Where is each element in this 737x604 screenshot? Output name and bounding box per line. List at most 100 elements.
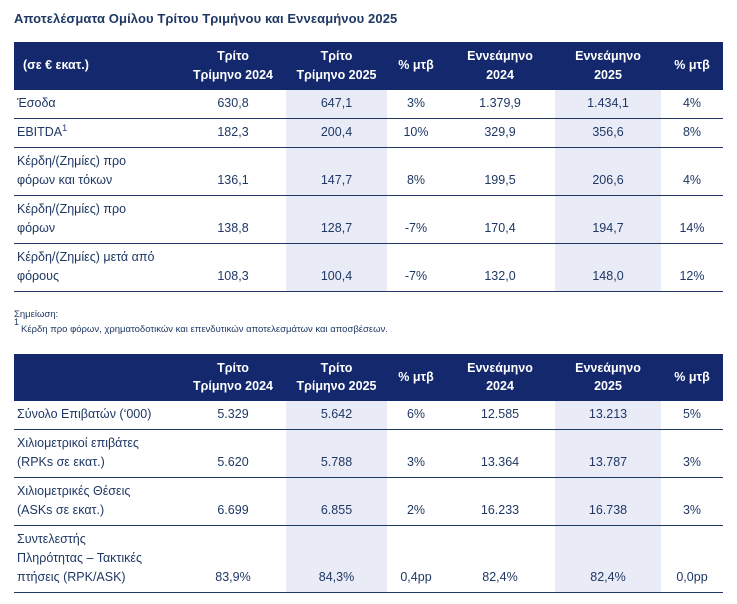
value-cell: 0,0pp [676,570,708,584]
value-cell: 630,8 [217,95,249,110]
value-cell: 2% [406,503,426,517]
value-cell: 170,4 [484,220,516,235]
value-cell: 100,4 [286,243,387,291]
value-cell: 128,7 [286,195,387,243]
value-cell: -7% [404,220,428,235]
traffic-statistics-table-column-header-1: Τρίτο Τρίμηνο 2024 [180,353,286,401]
financial-results-table-column-header-3: % μτβ [387,42,445,90]
value-cell: 3% [682,503,702,517]
traffic-statistics-table: Τρίτο Τρίμηνο 2024 Τρίτο Τρίμηνο 2025% μτ… [14,353,723,594]
traffic-statistics-table-row-1: Χιλιομετρικοί επιβάτες (RPKs σε εκατ.) 5.… [14,429,723,478]
value-cell: 6.699 [217,503,249,517]
value-cell: 8% [682,124,702,139]
footnote-heading: Σημείωση: [14,308,59,320]
value-cell: 199,5 [484,172,516,187]
value-cell: 83,9% [215,570,251,584]
value-cell: 206,6 [555,147,661,195]
financial-results-table-row-3: Κέρδη/(Ζημίες) προ φόρων 138,8 128,7 -7% 170… [14,195,723,243]
footnote-superscript: 1 [14,316,20,327]
value-cell: 84,3% [286,525,387,593]
traffic-statistics-table-row-0: Σύνολο Επιβατών (‘000) 5.329 5.642 6% 12.585… [14,401,723,430]
value-cell: 138,8 [217,220,249,235]
row-label: Χιλιομετρικοί επιβάτες (RPKs σε εκατ.) [17,436,139,469]
row-label: Έσοδα [17,95,56,110]
financial-results-table-column-header-0: (σε € εκατ.) [14,42,180,90]
row-label: EBITDA1 [17,122,68,139]
financial-results-table-row-0: Έσοδα 630,8 647,1 3% 1.379,9 1.434,1 4% [14,89,723,118]
value-cell: 1.379,9 [479,95,521,110]
value-cell: 14% [679,220,705,235]
value-cell: 13.213 [555,401,661,430]
traffic-statistics-table-row-3: Συντελεστής Πληρότητας – Τακτικές πτήσει… [14,525,723,593]
financial-results-table-row-2: Κέρδη/(Ζημίες) προ φόρων και τόκων 136,1 1… [14,147,723,195]
row-label: Συντελεστής Πληρότητας – Τακτικές πτήσει… [17,532,142,584]
traffic-statistics-table-column-header-6: % μτβ [661,353,723,401]
value-cell: 0,4pp [400,570,432,584]
traffic-statistics-table-row-2: Χιλιομετρικές Θέσεις (ASKs σε εκατ.) 6.69… [14,477,723,526]
value-cell: 8% [406,172,426,187]
row-label: Κέρδη/(Ζημίες) προ φόρων και τόκων [17,153,127,187]
financial-results-table-header-row: (σε € εκατ.) Τρίτο Τρίμηνο 2024 Τρίτο Τρίμ… [14,42,723,90]
financial-results-table: (σε € εκατ.) Τρίτο Τρίμηνο 2024 Τρίτο Τρίμ… [14,42,723,292]
value-cell: 194,7 [555,195,661,243]
value-cell: 10% [403,124,429,139]
financial-results-table-section: (σε € εκατ.) Τρίτο Τρίμηνο 2024 Τρίτο Τρίμ… [14,42,723,292]
traffic-statistics-table-column-header-3: % μτβ [387,353,445,401]
value-cell: 5.642 [286,401,387,430]
value-cell: 5.329 [217,407,249,421]
value-cell: 148,0 [555,243,661,291]
value-cell: 82,4% [482,570,518,584]
value-cell: 356,6 [555,118,661,147]
value-cell: 647,1 [286,89,387,118]
financial-results-table-column-header-6: % μτβ [661,42,723,90]
row-label-superscript: 1 [62,122,68,133]
value-cell: 16.233 [480,503,520,517]
value-cell: 1.434,1 [555,89,661,118]
value-cell: 3% [406,95,426,110]
value-cell: 5.620 [217,455,249,469]
row-label: Κέρδη/(Ζημίες) προ φόρων [17,201,127,235]
value-cell: 6.855 [286,477,387,526]
page-title: Αποτελέσματα Ομίλου Τρίτου Τριμήνου και … [14,11,398,26]
traffic-statistics-table-column-header-2: Τρίτο Τρίμηνο 2025 [286,353,387,401]
row-label: Κέρδη/(Ζημίες) μετά από φόρους [17,249,155,283]
value-cell: 200,4 [286,118,387,147]
row-label: Σύνολο Επιβατών (‘000) [17,407,152,421]
value-cell: 13.787 [555,429,661,478]
financial-results-table-row-4: Κέρδη/(Ζημίες) μετά από φόρους 108,3 100,4… [14,243,723,291]
value-cell: 108,3 [217,268,249,283]
value-cell: 182,3 [217,124,249,139]
value-cell: 3% [682,455,702,469]
value-cell: 147,7 [286,147,387,195]
financial-results-table-column-header-1: Τρίτο Τρίμηνο 2024 [180,42,286,90]
row-label: Χιλιομετρικές Θέσεις (ASKs σε εκατ.) [17,484,131,517]
value-cell: 6% [406,407,426,421]
value-cell: 82,4% [555,525,661,593]
footnote-section: Σημείωση: 1Κέρδη προ φόρων, χρηματοδοτικ… [14,309,723,335]
results-page: { "page": { "title": "Αποτελέσματα Ομίλο… [0,11,737,604]
value-cell: 3% [406,455,426,469]
financial-results-table-column-header-5: Εννεάμηνο 2025 [555,42,661,90]
value-cell: 329,9 [484,124,516,139]
financial-results-table-column-header-4: Εννεάμηνο 2024 [445,42,555,90]
traffic-statistics-table-column-header-4: Εννεάμηνο 2024 [445,353,555,401]
value-cell: 13.364 [480,455,520,469]
value-cell: 4% [682,95,702,110]
footnote-body-text: Κέρδη προ φόρων, χρηματοδοτικών και επεν… [21,323,388,335]
value-cell: 132,0 [484,268,516,283]
value-cell: 5.788 [286,429,387,478]
value-cell: -7% [404,268,428,283]
value-cell: 4% [682,172,702,187]
traffic-statistics-table-header-row: Τρίτο Τρίμηνο 2024 Τρίτο Τρίμηνο 2025% μτ… [14,353,723,401]
traffic-statistics-table-column-header-5: Εννεάμηνο 2025 [555,353,661,401]
footnote-text: 1Κέρδη προ φόρων, χρηματοδοτικών και επε… [14,317,723,335]
financial-results-table-column-header-2: Τρίτο Τρίμηνο 2025 [286,42,387,90]
financial-results-table-row-1: EBITDA1 182,3 200,4 10% 329,9 356,6 8% [14,118,723,147]
value-cell: 12.585 [480,407,520,421]
value-cell: 16.738 [555,477,661,526]
value-cell: 12% [679,268,705,283]
traffic-statistics-table-column-header-0 [14,353,180,401]
traffic-statistics-table-section: Τρίτο Τρίμηνο 2024 Τρίτο Τρίμηνο 2025% μτ… [14,353,723,594]
value-cell: 5% [682,407,702,421]
value-cell: 136,1 [217,172,249,187]
